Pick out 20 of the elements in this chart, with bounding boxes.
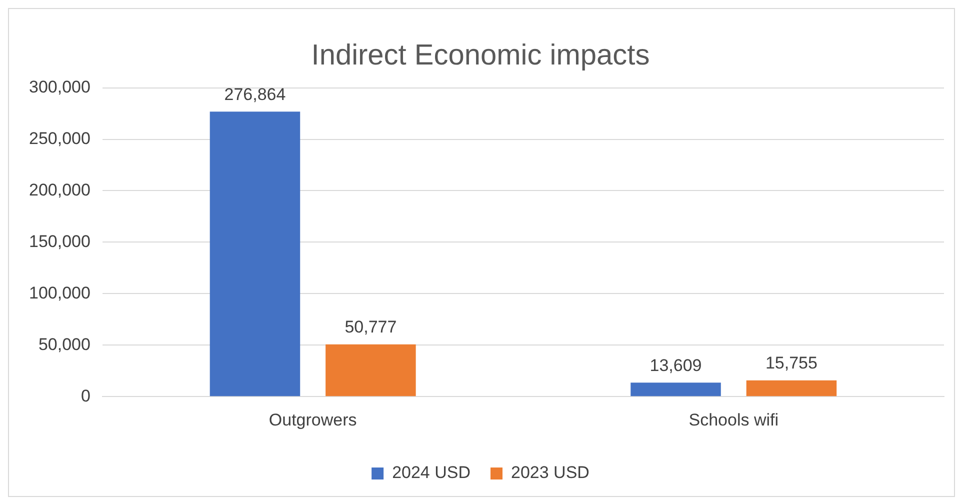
- y-tick-label: 150,000: [29, 232, 90, 251]
- y-tick-label: 50,000: [38, 334, 90, 354]
- x-tick-label: Outgrowers: [268, 410, 357, 430]
- data-label: 50,777: [344, 318, 397, 337]
- x-tick-label: Schools wifi: [688, 410, 778, 430]
- bar: [630, 382, 721, 396]
- y-tick-label: 100,000: [29, 283, 90, 302]
- y-tick-label: 250,000: [29, 128, 90, 148]
- data-label: 276,864: [224, 84, 286, 104]
- data-label: 13,609: [650, 356, 702, 375]
- data-label: 15,755: [765, 354, 818, 373]
- legend-label: 2023 USD: [511, 463, 590, 482]
- y-tick-label: 0: [80, 386, 90, 406]
- bar: [746, 380, 837, 396]
- legend-label: 2024 USD: [392, 463, 471, 482]
- bar: [326, 344, 416, 396]
- y-tick-label: 200,000: [29, 180, 90, 200]
- y-tick-label: 300,000: [29, 77, 90, 96]
- bar: [210, 112, 300, 396]
- chart-title: Indirect Economic impacts: [311, 39, 650, 72]
